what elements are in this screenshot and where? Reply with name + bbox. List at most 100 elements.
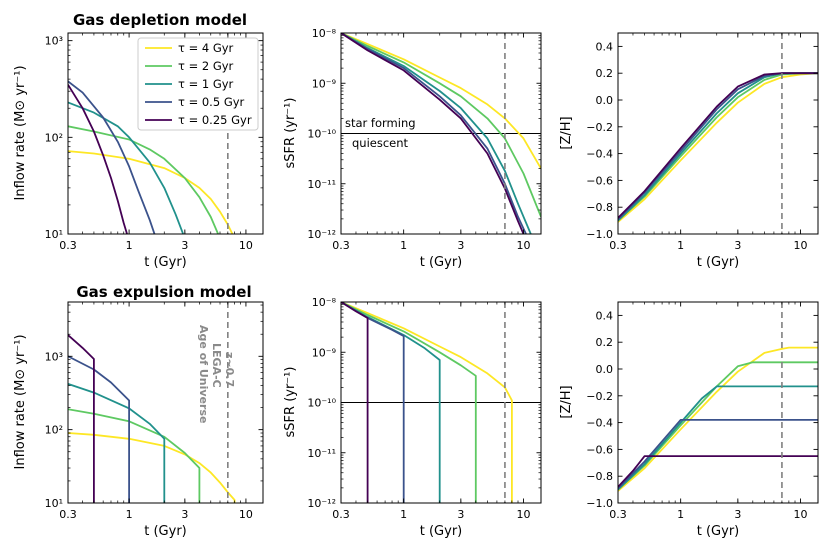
y-tick-label: 10² — [45, 131, 63, 144]
star-forming-label: star forming — [345, 116, 416, 130]
y-tick-label: 0.2 — [596, 67, 614, 80]
y-tick-label: −0.6 — [586, 174, 613, 187]
x-tick-label: 10 — [239, 508, 253, 521]
plot-area — [341, 33, 541, 234]
panel-expulsion-inflow: 0.3 1 3 10 10¹ 10² 10³ t (Gyr) Inflow rate (M⊙ y… — [13, 301, 264, 539]
y-axis-label: [Z/H] — [559, 116, 574, 149]
x-tick-label: 0.3 — [59, 239, 77, 252]
legend-entry-tau-2: τ = 2 Gyr — [178, 59, 234, 73]
series-line-tau-2 — [68, 125, 220, 234]
y-tick-label: −0.6 — [586, 443, 613, 456]
quiescent-label: quiescent — [352, 136, 409, 150]
legend-entry-tau-0-5: τ = 0.5 Gyr — [178, 95, 245, 109]
x-tick-label: 10 — [516, 508, 530, 521]
y-tick-label: 10¹ — [45, 497, 63, 510]
series-line-tau-0-25 — [341, 302, 369, 503]
legend-entry-tau-1: τ = 1 Gyr — [178, 77, 234, 91]
series-line-tau-1 — [618, 385, 818, 491]
x-tick-label: 3 — [734, 508, 741, 521]
legend-entry-tau-4: τ = 4 Gyr — [178, 41, 234, 55]
y-tick-label: 10⁻¹² — [307, 497, 336, 510]
series-line-tau-0-25 — [341, 33, 525, 234]
x-tick-label: 10 — [239, 239, 253, 252]
y-tick-label: −0.4 — [586, 417, 613, 430]
series-line-tau-4 — [618, 72, 818, 223]
x-tick-label: 3 — [181, 508, 188, 521]
y-tick-label: 10⁻¹¹ — [307, 178, 336, 191]
series-line-tau-0-5 — [68, 80, 156, 234]
axes-frame — [67, 301, 264, 504]
x-tick-label: 3 — [457, 508, 464, 521]
x-tick-label: 0.3 — [59, 508, 77, 521]
lega-c-label: LEGA-C — [210, 343, 223, 388]
plot-area — [341, 302, 541, 503]
y-tick-label: 0.4 — [596, 40, 614, 53]
y-tick-label: 0.4 — [596, 309, 614, 322]
y-axis-label: Inflow rate (M⊙ yr⁻¹) — [13, 65, 28, 200]
x-tick-label: 3 — [457, 239, 464, 252]
y-axis-label: Inflow rate (M⊙ yr⁻¹) — [13, 334, 28, 469]
legend-entry-tau-0-25: τ = 0.25 Gyr — [178, 113, 252, 127]
y-axis-label: sSFR (yr⁻¹) — [283, 367, 298, 438]
x-tick-label: 10 — [793, 239, 807, 252]
x-tick-label: 1 — [126, 239, 133, 252]
series-line-tau-0-25 — [68, 334, 95, 503]
x-tick-label: 0.3 — [332, 239, 350, 252]
legend: τ = 4 Gyr τ = 2 Gyr τ = 1 Gyr τ = 0.5 Gy… — [137, 37, 259, 131]
legend-frame — [137, 37, 259, 131]
y-tick-label: 10² — [45, 424, 63, 437]
y-axis-label: [Z/H] — [559, 385, 574, 418]
x-axis-label: t (Gyr) — [697, 255, 740, 270]
x-tick-label: 10 — [516, 239, 530, 252]
x-axis-label: t (Gyr) — [697, 524, 740, 539]
x-tick-label: 1 — [677, 239, 684, 252]
x-axis-label: t (Gyr) — [144, 255, 187, 270]
plot-area — [618, 346, 818, 492]
x-tick-label: 3 — [734, 239, 741, 252]
y-tick-label: 0.2 — [596, 336, 614, 349]
y-tick-label: 10³ — [45, 35, 63, 48]
series-line-tau-1 — [341, 33, 532, 234]
x-tick-label: 1 — [126, 508, 133, 521]
y-tick-label: 10⁻¹² — [307, 228, 336, 241]
y-tick-label: −0.2 — [586, 390, 613, 403]
expulsion-row-title: Gas expulsion model — [76, 283, 251, 301]
y-tick-label: −1.0 — [586, 497, 613, 510]
series-line-tau-4 — [68, 432, 236, 503]
series-line-tau-0-25 — [618, 72, 818, 219]
series-line-tau-1 — [68, 101, 185, 234]
x-tick-label: 1 — [400, 508, 407, 521]
panel-expulsion-metallicity: 0.3 1 3 10 −1.0 −0.8 −0.6 −0.4 −0.2 0.0 0.2 0.4 t (G… — [559, 301, 819, 539]
series-line-tau-0-25 — [68, 84, 128, 234]
series-line-tau-4 — [341, 33, 541, 170]
series-line-tau-0-5 — [341, 33, 527, 234]
y-tick-label: −0.8 — [586, 201, 613, 214]
x-axis-label: t (Gyr) — [420, 255, 463, 270]
y-tick-label: −0.8 — [586, 470, 613, 483]
y-tick-label: 10⁻⁹ — [312, 77, 336, 90]
y-tick-label: −1.0 — [586, 228, 613, 241]
y-tick-label: 10³ — [45, 350, 63, 363]
series-line-tau-4 — [68, 150, 234, 234]
y-tick-label: 10¹ — [45, 228, 63, 241]
x-axis-label: t (Gyr) — [144, 524, 187, 539]
x-tick-label: 0.3 — [609, 239, 627, 252]
y-tick-label: 10⁻⁸ — [312, 27, 337, 40]
series-line-tau-2 — [341, 302, 477, 503]
series-line-tau-0-5 — [68, 355, 131, 503]
y-tick-label: 0.0 — [596, 94, 614, 107]
series-line-tau-2 — [341, 33, 541, 218]
y-axis-label: sSFR (yr⁻¹) — [283, 98, 298, 169]
x-tick-label: 0.3 — [332, 508, 350, 521]
x-tick-label: 1 — [677, 508, 684, 521]
series-line-tau-1 — [68, 383, 166, 503]
plot-area — [68, 80, 234, 234]
depletion-row-title: Gas depletion model — [73, 11, 247, 29]
y-tick-label: 10⁻⁸ — [312, 296, 337, 309]
x-tick-label: 1 — [400, 239, 407, 252]
series-line-tau-4 — [341, 302, 513, 503]
y-tick-label: 10⁻⁹ — [312, 346, 336, 359]
y-tick-label: −0.2 — [586, 121, 613, 134]
